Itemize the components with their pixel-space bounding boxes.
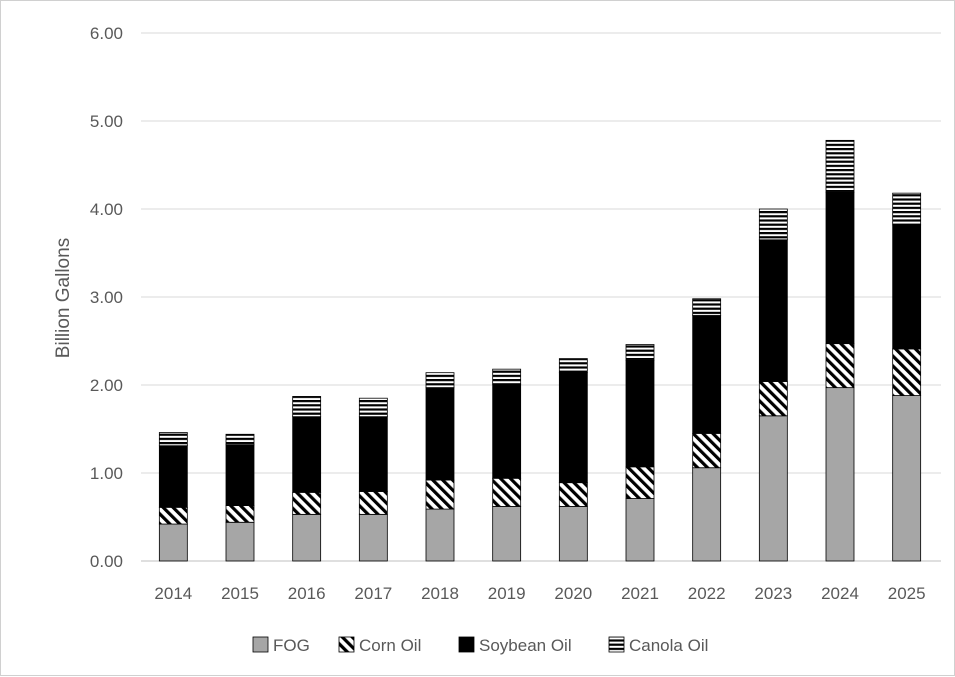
bar-segment-soybean-oil-2016	[292, 416, 322, 493]
y-tick-label: 2.00	[90, 376, 123, 395]
legend-swatch-soybean-oil	[458, 636, 475, 653]
legend-swatch-fog	[252, 636, 269, 653]
grid-lines	[141, 32, 941, 562]
y-tick-label: 0.00	[90, 552, 123, 571]
bar-segment-corn-oil-2019	[492, 477, 522, 507]
bar-segment-corn-oil-2024	[825, 343, 855, 389]
y-axis-title: Billion Gallons	[53, 238, 74, 358]
bar-segment-fog-2020	[558, 506, 588, 562]
bar-segment-fog-2016	[292, 513, 322, 562]
bar-segment-canola-oil-2014	[158, 432, 188, 447]
bar-segment-canola-oil-2020	[558, 358, 588, 374]
bar-segment-soybean-oil-2023	[758, 239, 788, 382]
bar-segment-fog-2019	[492, 506, 522, 562]
bar-segment-corn-oil-2015	[225, 505, 255, 523]
x-tick-label: 2021	[621, 584, 659, 603]
x-tick-label: 2017	[354, 584, 392, 603]
y-tick-labels: 0.00 1.00 2.00 3.00 4.00 5.00 6.00	[90, 24, 123, 571]
x-tick-label: 2023	[754, 584, 792, 603]
bar-segment-soybean-oil-2022	[692, 315, 722, 434]
legend-swatch-corn-oil	[338, 636, 355, 653]
y-tick-label: 3.00	[90, 288, 123, 307]
bar-segment-corn-oil-2014	[158, 506, 188, 525]
bar-segment-canola-oil-2023	[758, 208, 788, 241]
x-tick-label: 2025	[888, 584, 926, 603]
bars	[158, 139, 922, 562]
bar-segment-corn-oil-2022	[692, 432, 722, 469]
bar-segment-canola-oil-2017	[358, 397, 388, 418]
bar-segment-fog-2023	[758, 415, 788, 562]
x-tick-label: 2018	[421, 584, 459, 603]
bar-segment-soybean-oil-2020	[558, 372, 588, 484]
bar-segment-corn-oil-2017	[358, 491, 388, 515]
bar-segment-corn-oil-2025	[892, 348, 922, 396]
y-tick-label: 6.00	[90, 24, 123, 43]
bar-segment-fog-2025	[892, 395, 922, 562]
x-tick-label: 2022	[688, 584, 726, 603]
legend-label-fog: FOG	[273, 636, 310, 655]
bar-segment-canola-oil-2018	[425, 372, 455, 389]
bar-segment-soybean-oil-2014	[158, 445, 188, 508]
bar-segment-soybean-oil-2021	[625, 359, 655, 468]
x-tick-label: 2015	[221, 584, 259, 603]
x-tick-label: 2020	[554, 584, 592, 603]
x-tick-label: 2019	[488, 584, 526, 603]
bar-segment-soybean-oil-2019	[492, 383, 522, 479]
x-tick-label: 2024	[821, 584, 859, 603]
bar-segment-canola-oil-2025	[892, 192, 922, 226]
bar-segment-canola-oil-2015	[225, 433, 255, 446]
legend-label-canola-oil: Canola Oil	[629, 636, 708, 655]
bar-segment-corn-oil-2021	[625, 466, 655, 499]
legend-label-soybean-oil: Soybean Oil	[479, 636, 572, 655]
bar-segment-corn-oil-2020	[558, 482, 588, 507]
bar-segment-fog-2015	[225, 521, 255, 562]
bar-segment-soybean-oil-2024	[825, 191, 855, 345]
y-tick-label: 5.00	[90, 112, 123, 131]
bar-segment-canola-oil-2016	[292, 396, 322, 418]
bar-segment-canola-oil-2019	[492, 368, 522, 385]
bar-segment-canola-oil-2021	[625, 344, 655, 361]
y-tick-label: 4.00	[90, 200, 123, 219]
x-tick-labels: 2014 2015 2016 2017 2018 2019 2020 2021 2022 2023…	[154, 584, 925, 603]
y-tick-label: 1.00	[90, 464, 123, 483]
legend-label-corn-oil: Corn Oil	[359, 636, 421, 655]
bar-segment-fog-2021	[625, 498, 655, 562]
bar-segment-fog-2014	[158, 523, 188, 562]
bar-segment-fog-2022	[692, 467, 722, 562]
bar-segment-soybean-oil-2015	[225, 444, 255, 506]
bar-segment-fog-2017	[358, 513, 388, 562]
bar-segment-corn-oil-2016	[292, 491, 322, 515]
bar-segment-corn-oil-2018	[425, 479, 455, 510]
bar-segment-soybean-oil-2018	[425, 387, 455, 481]
bar-segment-canola-oil-2022	[692, 298, 722, 316]
bar-segment-soybean-oil-2025	[892, 224, 922, 350]
bar-segment-corn-oil-2023	[758, 381, 788, 417]
legend-swatch-canola-oil	[608, 636, 625, 653]
bar-segment-fog-2018	[425, 508, 455, 562]
bar-segment-canola-oil-2024	[825, 139, 855, 193]
bar-segment-fog-2024	[825, 387, 855, 562]
x-tick-label: 2016	[288, 584, 326, 603]
legend: FOG Corn Oil Soybean Oil Canola Oil	[252, 636, 708, 655]
x-tick-label: 2014	[154, 584, 192, 603]
bar-segment-soybean-oil-2017	[358, 416, 388, 492]
